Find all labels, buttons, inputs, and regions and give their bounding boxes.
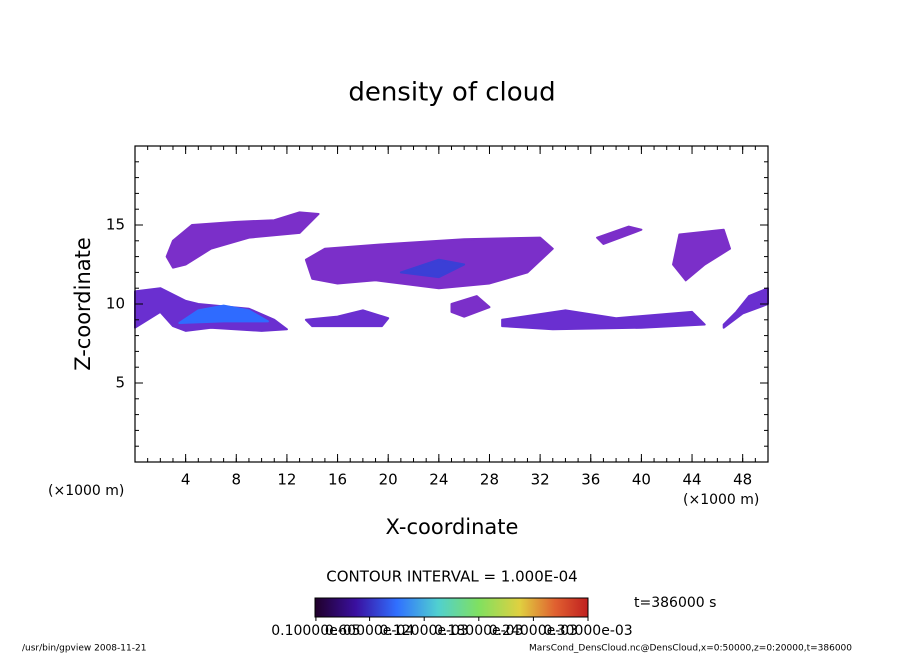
footer: /usr/bin/gpview 2008-11-21 xyxy=(22,644,146,654)
colorbar-tick-label: 0.24000e-03 xyxy=(489,623,578,639)
x-axis-label: X-coordinate xyxy=(386,515,519,539)
x-unit-label: (×1000 m) xyxy=(683,492,759,508)
y-tick-label: 10 xyxy=(106,295,125,313)
cloud-region xyxy=(304,309,390,328)
x-tick-label: 48 xyxy=(733,471,752,489)
y-axis-label: Z-coordinate xyxy=(71,237,95,371)
chart-title: density of cloud xyxy=(348,78,555,108)
colorbar-tick-label: 0.30000e-03 xyxy=(543,623,632,639)
y-tick-label: 5 xyxy=(115,374,125,392)
cloud-region xyxy=(722,287,769,329)
cloud-region xyxy=(178,304,269,324)
x-unit-label: (×1000 m) xyxy=(48,483,124,499)
colorbar-tick-label: 0.10000e-05 xyxy=(271,623,360,639)
time-label: t=386000 s xyxy=(634,595,716,611)
x-tick-label: 8 xyxy=(232,471,242,489)
x-tick-label: 44 xyxy=(682,471,701,489)
colorbar xyxy=(314,597,589,618)
y-tick-label: 15 xyxy=(106,216,125,234)
contour-interval: CONTOUR INTERVAL = 1.000E-04 xyxy=(326,568,577,586)
x-tick-label: 4 xyxy=(181,471,191,489)
colorbar-tick-label: 0.18000e-03 xyxy=(434,623,523,639)
x-tick-label: 20 xyxy=(379,471,398,489)
x-tick-label: 40 xyxy=(632,471,651,489)
cloud-region xyxy=(672,228,732,282)
cloud-region xyxy=(165,211,320,269)
x-tick-label: 16 xyxy=(328,471,347,489)
cloud-region xyxy=(501,309,706,331)
cloud-region xyxy=(596,225,643,245)
x-tick-label: 36 xyxy=(581,471,600,489)
colorbar-tick-label: 0.12000e-03 xyxy=(380,623,469,639)
x-tick-label: 32 xyxy=(531,471,550,489)
colorbar-tick-label: 0.60000e-04 xyxy=(325,623,414,639)
cloud-region xyxy=(450,295,491,318)
x-tick-label: 28 xyxy=(480,471,499,489)
x-tick-label: 24 xyxy=(429,471,448,489)
footer: MarsCond_DensCloud.nc@DensCloud,x=0:5000… xyxy=(529,644,852,654)
x-tick-label: 12 xyxy=(277,471,296,489)
cloud-region xyxy=(399,258,466,279)
